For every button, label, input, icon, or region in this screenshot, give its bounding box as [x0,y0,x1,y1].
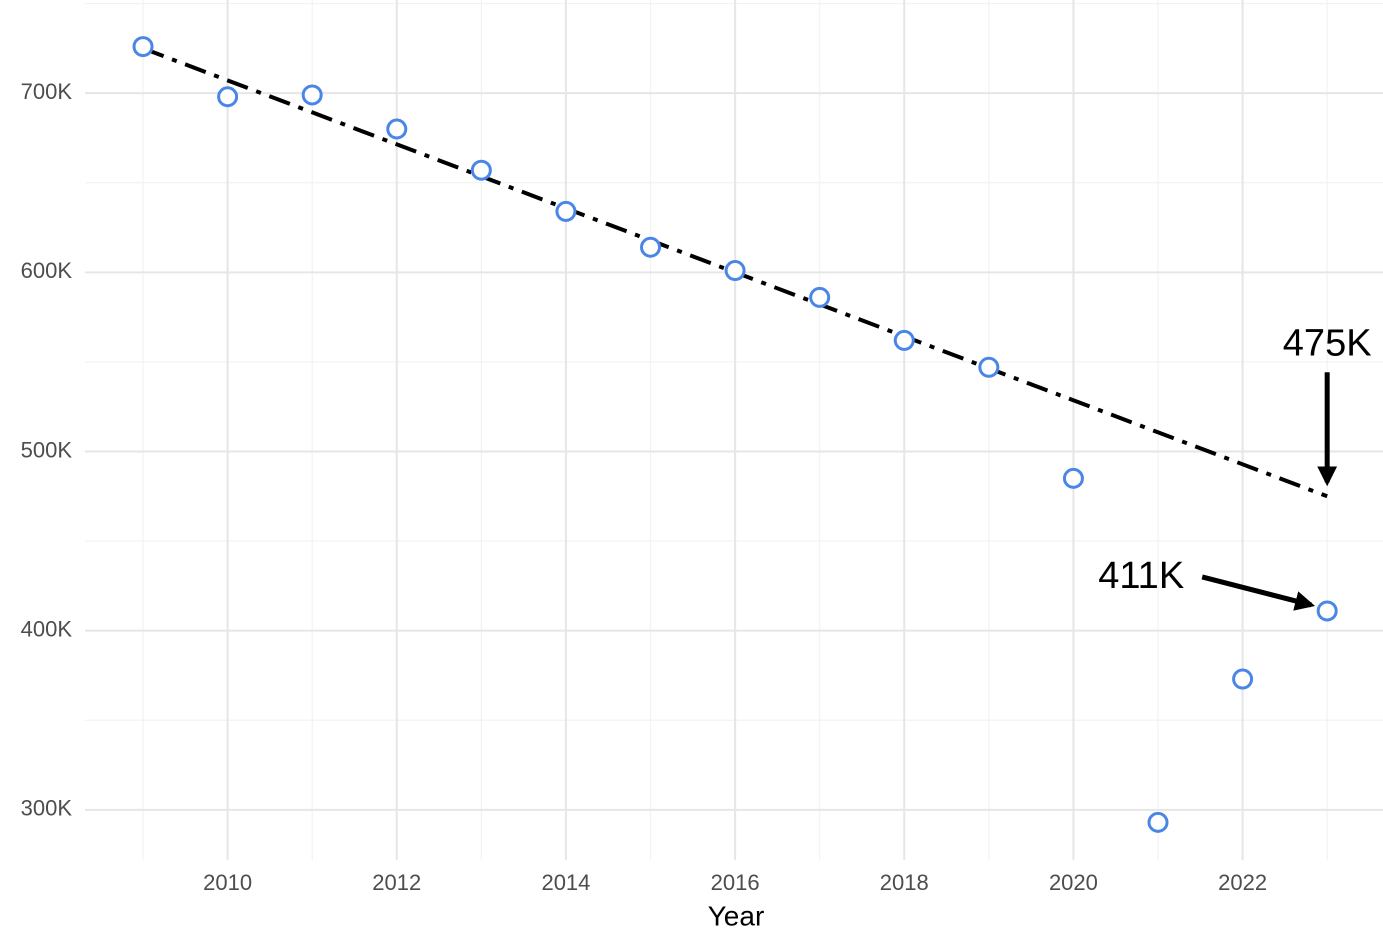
y-tick-label: 600K [21,258,73,283]
data-point [301,84,323,106]
data-point [809,286,831,308]
y-tick-label: 300K [21,796,73,821]
data-point [640,236,662,258]
data-point [470,159,492,181]
annotation-arrow [1201,574,1316,611]
data-point [1062,467,1084,489]
data-point [132,36,154,58]
data-point [386,118,408,140]
y-tick-label: 700K [21,79,73,104]
data-point [1147,811,1169,833]
data-point [978,356,1000,378]
x-tick-label: 2020 [1049,870,1098,895]
x-tick-label: 2016 [711,870,760,895]
x-tick-label: 2012 [372,870,421,895]
y-tick-label: 400K [21,616,73,641]
data-point [1232,668,1254,690]
x-tick-label: 2010 [203,870,252,895]
data-point [217,86,239,108]
data-point [893,329,915,351]
annotation: 411K [1098,555,1184,597]
data-point [724,260,746,282]
data-point [1316,600,1338,622]
x-tick-label: 2022 [1218,870,1267,895]
x-tick-label: 2018 [880,870,929,895]
x-axis-title: Year [708,900,765,931]
data-point [555,200,577,222]
y-tick-label: 500K [21,437,73,462]
annotation: 475K [1283,322,1372,364]
x-tick-label: 2014 [541,870,590,895]
